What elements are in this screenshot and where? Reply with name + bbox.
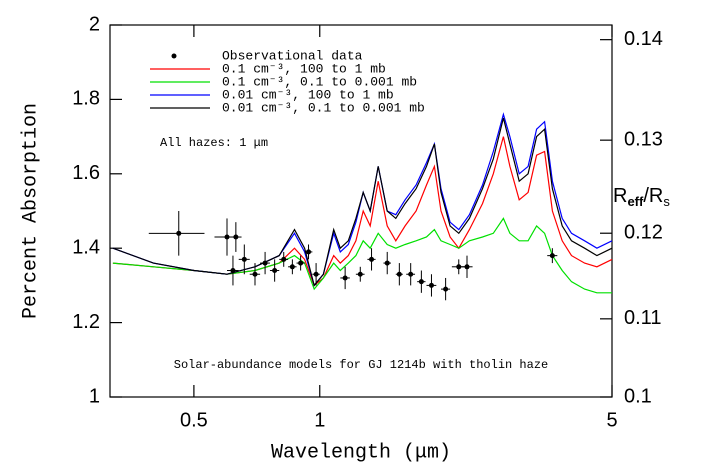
data-point bbox=[342, 275, 348, 281]
y2-label-part: s bbox=[663, 194, 670, 209]
y-tick-label: 2 bbox=[89, 13, 100, 35]
y-tick-label: 1.4 bbox=[72, 236, 100, 258]
data-point bbox=[464, 264, 470, 270]
y2-axis-label: Reff/Rs bbox=[613, 185, 670, 209]
model-line bbox=[112, 117, 613, 287]
data-point bbox=[298, 260, 304, 266]
y2-tick-label: 0.14 bbox=[624, 28, 663, 50]
data-point bbox=[281, 256, 287, 262]
data-point bbox=[456, 264, 462, 270]
model-line bbox=[112, 112, 613, 287]
annotation: Solar-abundance models for GJ 1214b with… bbox=[174, 358, 548, 372]
legend-label: 0.01 cm⁻³, 100 to 1 mb bbox=[222, 87, 394, 102]
y2-tick-label: 0.11 bbox=[624, 307, 661, 329]
y-tick-label: 1.8 bbox=[72, 88, 100, 110]
x-tick-label: 1 bbox=[314, 409, 325, 431]
data-point bbox=[306, 249, 312, 255]
data-point bbox=[230, 268, 236, 274]
data-point bbox=[357, 271, 363, 277]
legend-label: 0.01 cm⁻³, 0.1 to 0.001 mb bbox=[222, 100, 425, 115]
x-tick-label: 5 bbox=[606, 409, 617, 431]
data-point bbox=[313, 271, 319, 277]
data-point bbox=[289, 264, 295, 270]
data-point bbox=[252, 271, 258, 277]
legend-label: 0.1 cm⁻³, 100 to 1 mb bbox=[222, 61, 386, 76]
y2-label-part: /R bbox=[643, 185, 663, 207]
y-tick-label: 1.2 bbox=[72, 311, 100, 333]
data-point bbox=[396, 271, 402, 277]
x-tick-label: 0.5 bbox=[180, 409, 208, 431]
annotation: All hazes: 1 μm bbox=[160, 136, 268, 150]
data-point bbox=[233, 234, 239, 240]
y-tick-label: 1 bbox=[89, 385, 100, 407]
data-point bbox=[408, 271, 414, 277]
data-point bbox=[272, 268, 278, 274]
y2-label-part: R bbox=[613, 185, 627, 207]
data-point bbox=[384, 260, 390, 266]
data-point bbox=[428, 282, 434, 288]
data-point bbox=[224, 234, 230, 240]
data-point bbox=[443, 286, 449, 292]
y-tick-label: 1.6 bbox=[72, 162, 100, 184]
data-point bbox=[418, 279, 424, 285]
model-line bbox=[112, 136, 613, 287]
data-point bbox=[369, 256, 375, 262]
y2-tick-label: 0.13 bbox=[624, 128, 663, 150]
y2-label-part: eff bbox=[627, 194, 644, 209]
legend-marker bbox=[171, 53, 177, 59]
data-point bbox=[176, 230, 182, 236]
y2-tick-label: 0.12 bbox=[624, 222, 663, 244]
y2-tick-label: 0.1 bbox=[624, 385, 652, 407]
plot-frame bbox=[109, 24, 613, 398]
legend-label: Observational data bbox=[222, 48, 363, 63]
data-point bbox=[241, 256, 247, 262]
x-axis-label: Wavelength (μm) bbox=[271, 441, 451, 464]
data-point bbox=[262, 260, 268, 266]
data-point bbox=[549, 253, 555, 259]
legend-label: 0.1 cm⁻³, 0.1 to 0.001 mb bbox=[222, 74, 417, 89]
y-axis-label: Percent Absorption bbox=[19, 103, 42, 319]
model-line bbox=[112, 217, 612, 294]
